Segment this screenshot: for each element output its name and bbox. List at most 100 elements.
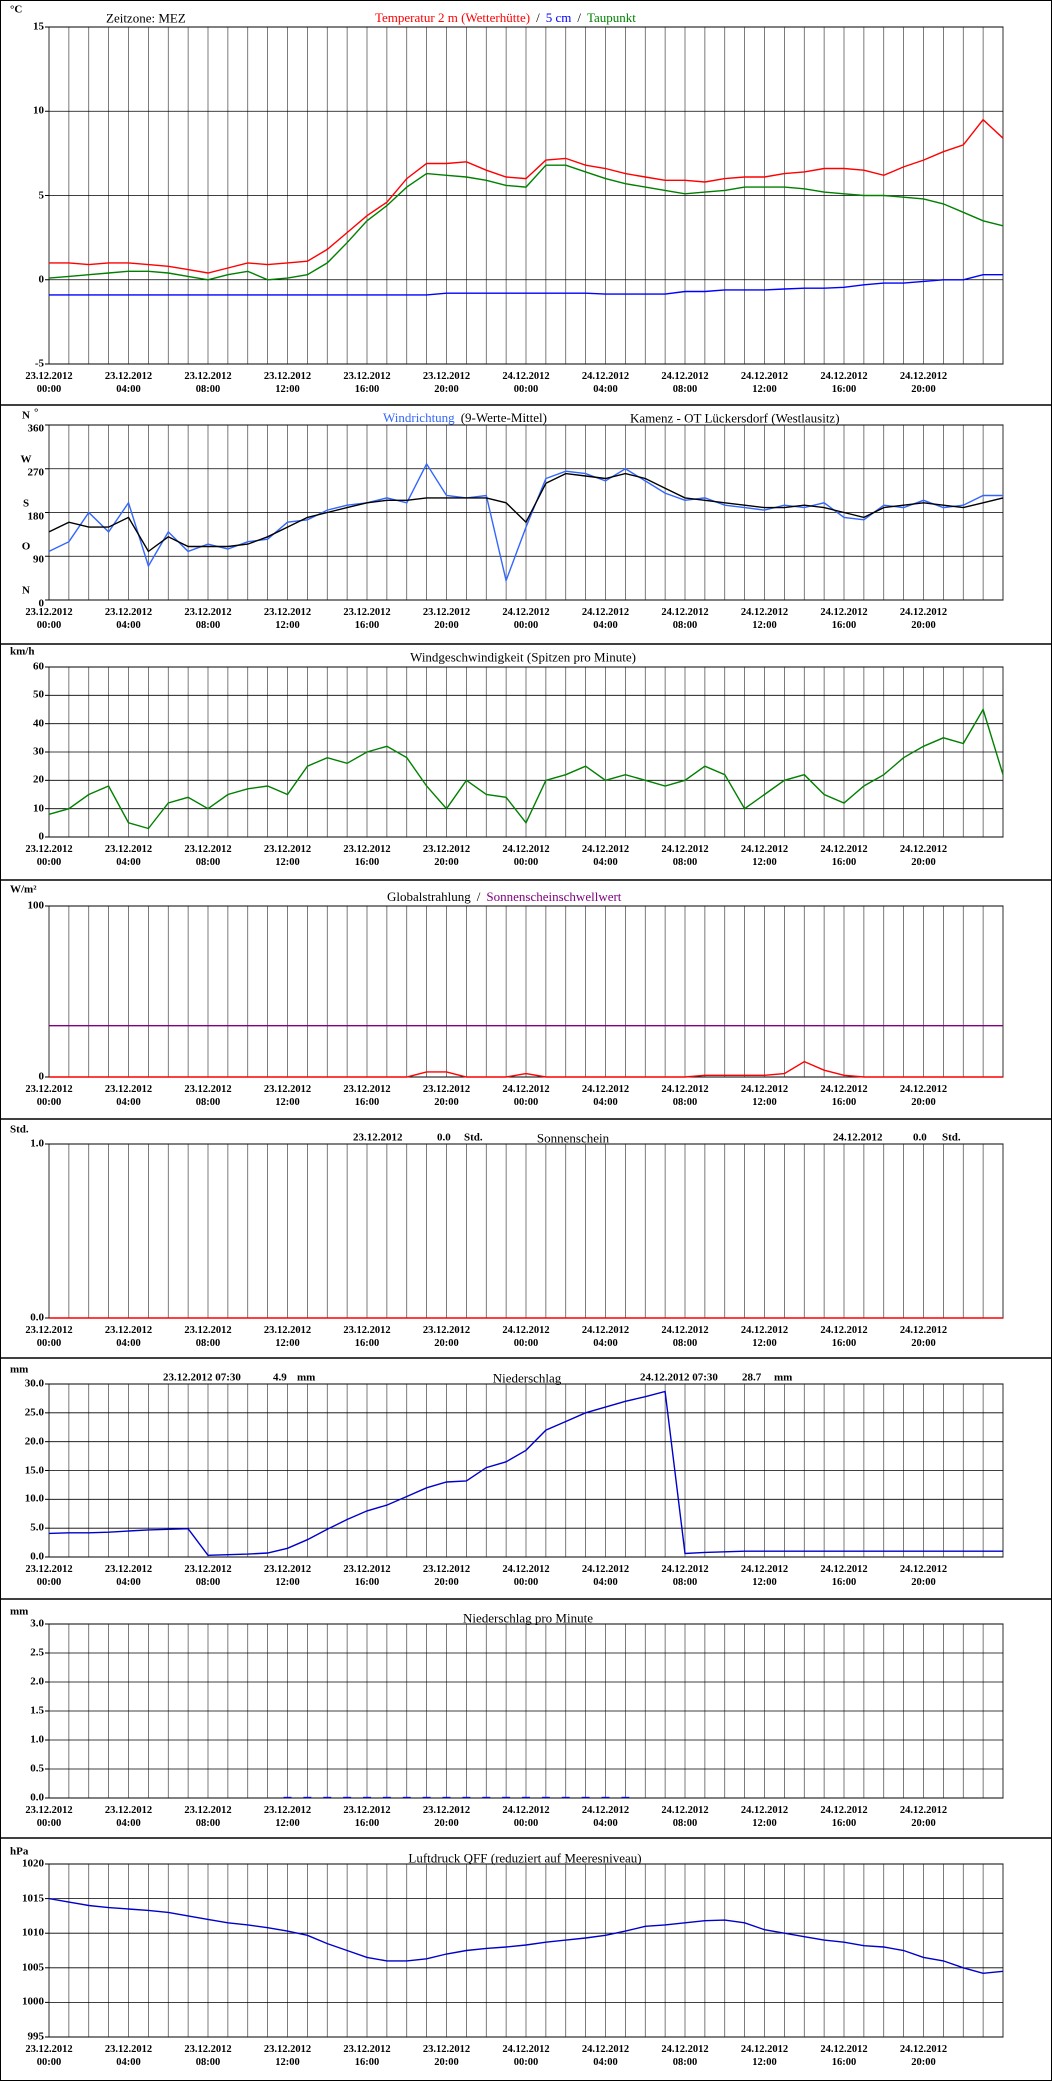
x-tick-label: 23.12.2012 08:00 — [184, 371, 232, 395]
x-tick-label: 23.12.2012 12:00 — [263, 1084, 312, 1108]
y-tick-label: 30 — [33, 745, 44, 758]
y-tick-label: 100 — [27, 899, 45, 912]
compass-label: O — [21, 540, 31, 553]
x-tick-label: 23.12.2012 00:00 — [25, 1325, 73, 1349]
series-line — [48, 1897, 1004, 1975]
y-tick-label: 20.0 — [24, 1435, 44, 1448]
compass-label: S — [22, 497, 30, 509]
y-tick-label: 15.0 — [24, 1464, 44, 1476]
y-tick-label: 0.5 — [30, 1762, 44, 1775]
legend: Globalstrahlung / Sonnenscheinschwellwert — [387, 889, 621, 905]
x-tick-label: 24.12.2012 08:00 — [661, 2044, 709, 2068]
x-tick-label: 23.12.2012 20:00 — [422, 1084, 471, 1108]
x-tick-label: 24.12.2012 00:00 — [502, 2044, 550, 2068]
x-tick-label: 24.12.2012 16:00 — [820, 1325, 868, 1349]
y-axis-unit: ° — [34, 406, 39, 419]
x-tick-label: 23.12.2012 00:00 — [25, 1564, 73, 1588]
x-tick-label: 23.12.2012 04:00 — [104, 1084, 153, 1108]
x-tick-label: 24.12.2012 20:00 — [899, 1325, 948, 1349]
x-tick-label: 24.12.2012 00:00 — [502, 844, 550, 868]
y-axis-unit: °C — [10, 3, 23, 16]
timezone: Zeitzone: MEZ — [106, 10, 186, 26]
x-tick-label: 23.12.2012 20:00 — [422, 371, 471, 395]
x-tick-label: 23.12.2012 20:00 — [422, 2044, 471, 2068]
chart-title: Sonnenschein — [536, 1130, 610, 1146]
annotation: Std. — [942, 1131, 961, 1144]
chart-title: Niederschlag — [492, 1370, 562, 1386]
x-tick-label: 24.12.2012 16:00 — [820, 607, 868, 631]
y-tick-label: 30.0 — [24, 1377, 44, 1390]
x-tick-label: 23.12.2012 04:00 — [104, 2044, 153, 2068]
y-tick-label: 40 — [33, 717, 44, 730]
x-tick-label: 23.12.2012 08:00 — [184, 2044, 232, 2068]
bar — [343, 1796, 352, 1798]
bar — [363, 1796, 371, 1798]
x-tick-label: 24.12.2012 04:00 — [581, 1805, 630, 1829]
annotation: Std. — [464, 1131, 483, 1144]
bar — [522, 1796, 530, 1798]
x-tick-label: 24.12.2012 12:00 — [740, 844, 789, 868]
y-tick-label: 5 — [38, 189, 45, 201]
compass-label: W — [20, 453, 32, 466]
y-tick-label: 10 — [33, 802, 44, 815]
y-tick-label: -5 — [34, 357, 44, 370]
y-axis-unit: hPa — [10, 1845, 29, 1858]
x-tick-label: 24.12.2012 00:00 — [502, 607, 550, 631]
x-tick-label: 23.12.2012 00:00 — [25, 607, 73, 631]
x-tick-label: 23.12.2012 12:00 — [263, 2044, 312, 2068]
y-tick-label: 50 — [33, 688, 44, 701]
x-tick-label: 23.12.2012 08:00 — [184, 1084, 232, 1108]
series-line — [48, 1390, 1003, 1557]
x-tick-label: 24.12.2012 08:00 — [661, 371, 709, 395]
x-tick-label: 24.12.2012 20:00 — [899, 1084, 948, 1108]
y-tick-label: 15 — [33, 20, 44, 33]
y-tick-label: 0 — [38, 1070, 45, 1083]
series-line — [48, 164, 1004, 281]
legend-entry: Windrichtung — [383, 410, 455, 425]
y-tick-label: 1005 — [22, 1961, 44, 1974]
legend-separator: / — [536, 10, 540, 25]
legend-separator: / — [476, 889, 481, 904]
x-tick-label: 23.12.2012 00:00 — [25, 1805, 73, 1829]
x-tick-label: 24.12.2012 20:00 — [899, 371, 948, 395]
annotation: 0.0 — [437, 1131, 451, 1144]
y-tick-label: 1010 — [22, 1926, 44, 1939]
x-tick-label: 24.12.2012 04:00 — [581, 844, 630, 868]
x-tick-label: 23.12.2012 20:00 — [422, 1564, 471, 1588]
x-tick-label: 24.12.2012 16:00 — [820, 371, 868, 395]
y-tick-label: 1000 — [22, 1995, 44, 2008]
x-tick-label: 23.12.2012 08:00 — [184, 1805, 232, 1829]
compass-label: N — [22, 409, 30, 422]
x-tick-label: 23.12.2012 12:00 — [263, 607, 312, 631]
y-tick-label: 5.0 — [30, 1521, 44, 1534]
bar — [541, 1796, 550, 1798]
x-tick-label: 23.12.2012 16:00 — [343, 607, 391, 631]
bar — [422, 1796, 431, 1798]
series-line — [49, 118, 1004, 274]
y-axis-unit: km/h — [10, 645, 35, 658]
series-line — [49, 274, 1003, 296]
bar — [442, 1796, 451, 1798]
x-tick-label: 23.12.2012 12:00 — [263, 371, 312, 395]
annotation: 28.7 — [742, 1371, 762, 1384]
x-tick-label: 23.12.2012 04:00 — [104, 1325, 153, 1349]
x-tick-label: 23.12.2012 08:00 — [184, 1564, 232, 1588]
y-axis-unit: mm — [10, 1363, 29, 1376]
x-tick-label: 23.12.2012 12:00 — [263, 844, 312, 868]
legend-separator: / — [577, 10, 581, 25]
bar — [323, 1796, 332, 1798]
x-tick-label: 24.12.2012 12:00 — [740, 2044, 789, 2068]
x-tick-label: 24.12.2012 04:00 — [581, 2044, 630, 2068]
legend-entry: Sonnenscheinschwellwert — [486, 889, 622, 904]
x-tick-label: 24.12.2012 00:00 — [502, 1084, 550, 1108]
x-tick-label: 24.12.2012 00:00 — [502, 1325, 550, 1349]
legend: Windrichtung (9-Werte-Mittel) — [383, 410, 547, 426]
station: Kamenz - OT Lückersdorf (Westlausitz) — [630, 410, 840, 426]
x-tick-label: 24.12.2012 00:00 — [502, 371, 550, 395]
y-axis-unit: mm — [10, 1605, 29, 1618]
annotation: 23.12.2012 — [353, 1131, 403, 1144]
x-tick-label: 23.12.2012 12:00 — [263, 1805, 312, 1829]
x-tick-label: 24.12.2012 20:00 — [899, 1564, 948, 1588]
